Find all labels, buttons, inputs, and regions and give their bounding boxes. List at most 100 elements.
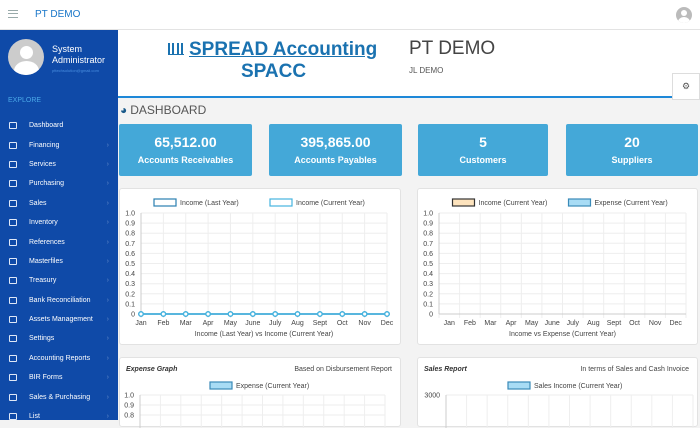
sidebar-item-list[interactable]: List › [0,407,118,426]
chevron-right-icon: › [106,180,109,188]
chevron-right-icon: › [106,335,109,343]
sidebar-item-masterfiles[interactable]: Masterfiles › [0,252,118,271]
brand-link[interactable]: SPREAD Accounting [168,39,377,61]
sidebar-item-label: Accounting Reports [29,354,91,362]
sidebar-item-inventory[interactable]: Inventory › [0,213,118,232]
chevron-right-icon: › [106,316,109,324]
sidebar-item-label: List [29,413,40,421]
chevron-right-icon: › [106,257,109,265]
x-tick-label: June [545,320,560,327]
card-accounts-receivables[interactable]: 65,512.00 Accounts Receivables [119,124,252,176]
sidebar-item-accounting-reports[interactable]: Accounting Reports › [0,349,118,368]
app-title: PT DEMO [35,9,81,20]
menu-icon [9,354,17,362]
card-value: 20 [624,134,640,150]
card-label: Suppliers [611,155,653,165]
dashboard-icon: ◕ [120,103,128,117]
y-tick-label: 1.0 [423,211,433,218]
chevron-right-icon: › [106,238,109,246]
avatar [8,39,44,75]
chevron-right-icon: › [106,199,109,207]
legend-swatch [567,198,592,207]
settings-toggle-button[interactable]: ⚙ [672,73,700,100]
y-tick-label: 0.3 [125,281,135,288]
menu-icon [9,199,17,207]
y-tick-label: 0.2 [423,291,433,298]
y-tick-label: 0.7 [423,241,433,248]
sidebar-item-treasury[interactable]: Treasury › [0,271,118,290]
card-label: Customers [459,155,507,165]
data-point [160,311,167,317]
menu-icon [9,393,17,401]
sidebar-item-sales[interactable]: Sales › [0,194,118,213]
sidebar-item-references[interactable]: References › [0,232,118,251]
sidebar-nav: Dashboard Financing › Services › Purchasing › S… [0,116,118,426]
company-subtitle: JL DEMO [409,66,444,75]
sidebar-item-services[interactable]: Services › [0,155,118,174]
legend-swatch [269,198,293,207]
legend-swatch [209,381,233,390]
sidebar-item-purchasing[interactable]: Purchasing › [0,174,118,193]
sidebar-item-label: Services [29,160,56,168]
sidebar: System Administrator pttechsolution@gmai… [0,30,118,421]
sidebar-item-bir-forms[interactable]: BIR Forms › [0,368,118,387]
sidebar-item-financing[interactable]: Financing › [0,135,118,154]
sidebar-item-label: References [29,238,65,246]
panel-note: In terms of Sales and Cash Invoice [580,366,689,373]
menu-toggle-icon[interactable] [8,10,18,18]
user-name: System Administrator [52,44,106,65]
card-customers[interactable]: 5 Customers [418,124,548,176]
menu-icon [9,257,17,265]
sidebar-item-label: Treasury [29,277,57,285]
x-tick-label: Nov [649,320,662,327]
card-suppliers[interactable]: 20 Suppliers [566,124,698,176]
y-tick-label: 1.0 [125,211,135,218]
card-value: 65,512.00 [154,134,217,150]
card-accounts-payables[interactable]: 395,865.00 Accounts Payables [269,124,402,176]
y-tick-label: 0.3 [423,281,433,288]
x-tick-label: Nov [358,320,371,327]
menu-icon [9,335,17,343]
sidebar-item-sales-purchasing[interactable]: Sales & Purchasing › [0,387,118,406]
chevron-right-icon: › [106,296,109,304]
y-tick-label: 0.1 [423,301,433,308]
x-tick-label: Feb [157,320,169,327]
sidebar-item-settings[interactable]: Settings › [0,329,118,348]
legend-label: Income (Last Year) [180,200,239,207]
chevron-right-icon: › [106,141,109,149]
sidebar-item-bank-reconciliation[interactable]: Bank Reconciliation › [0,291,118,310]
sidebar-item-assets-management[interactable]: Assets Management › [0,310,118,329]
legend-label: Income (Current Year) [296,200,365,207]
legend-label: Sales Income (Current Year) [534,383,622,390]
data-point [249,311,256,317]
y-tick-label: 0.7 [125,241,135,248]
brand-abbrev: SPACC [241,61,307,82]
y-tick-label: 0.1 [125,301,135,308]
brand-name: SPREAD Accounting [189,39,378,60]
y-tick-label: 0.6 [125,251,135,258]
x-tick-label: Oct [337,320,348,327]
menu-icon [9,374,17,382]
legend-label: Income (Current Year) [479,200,548,207]
y-tick-label: 1.0 [124,393,134,400]
card-label: Accounts Receivables [137,155,234,165]
menu-icon [9,316,17,324]
page-title: ◕ DASHBOARD [120,103,206,117]
sidebar-item-dashboard[interactable]: Dashboard [0,116,118,135]
user-menu-icon[interactable] [676,7,692,23]
legend-label: Expense (Current Year) [595,200,668,207]
sales-bar-chart: Sales Income (Current Year) 3000 [424,381,694,428]
y-tick-label: 3000 [424,393,440,400]
x-tick-label: Dec [669,320,682,327]
data-point [205,311,211,317]
data-point [294,311,301,317]
y-tick-label: 0.5 [423,261,433,268]
panel-title: Expense Graph [126,366,178,373]
menu-icon [9,238,17,246]
x-tick-label: Oct [629,320,640,327]
menu-icon [9,141,17,149]
sidebar-item-label: Sales [29,199,47,207]
data-point [138,311,144,317]
panel-title: Sales Report [424,366,467,373]
x-tick-label: Jan [444,320,455,327]
